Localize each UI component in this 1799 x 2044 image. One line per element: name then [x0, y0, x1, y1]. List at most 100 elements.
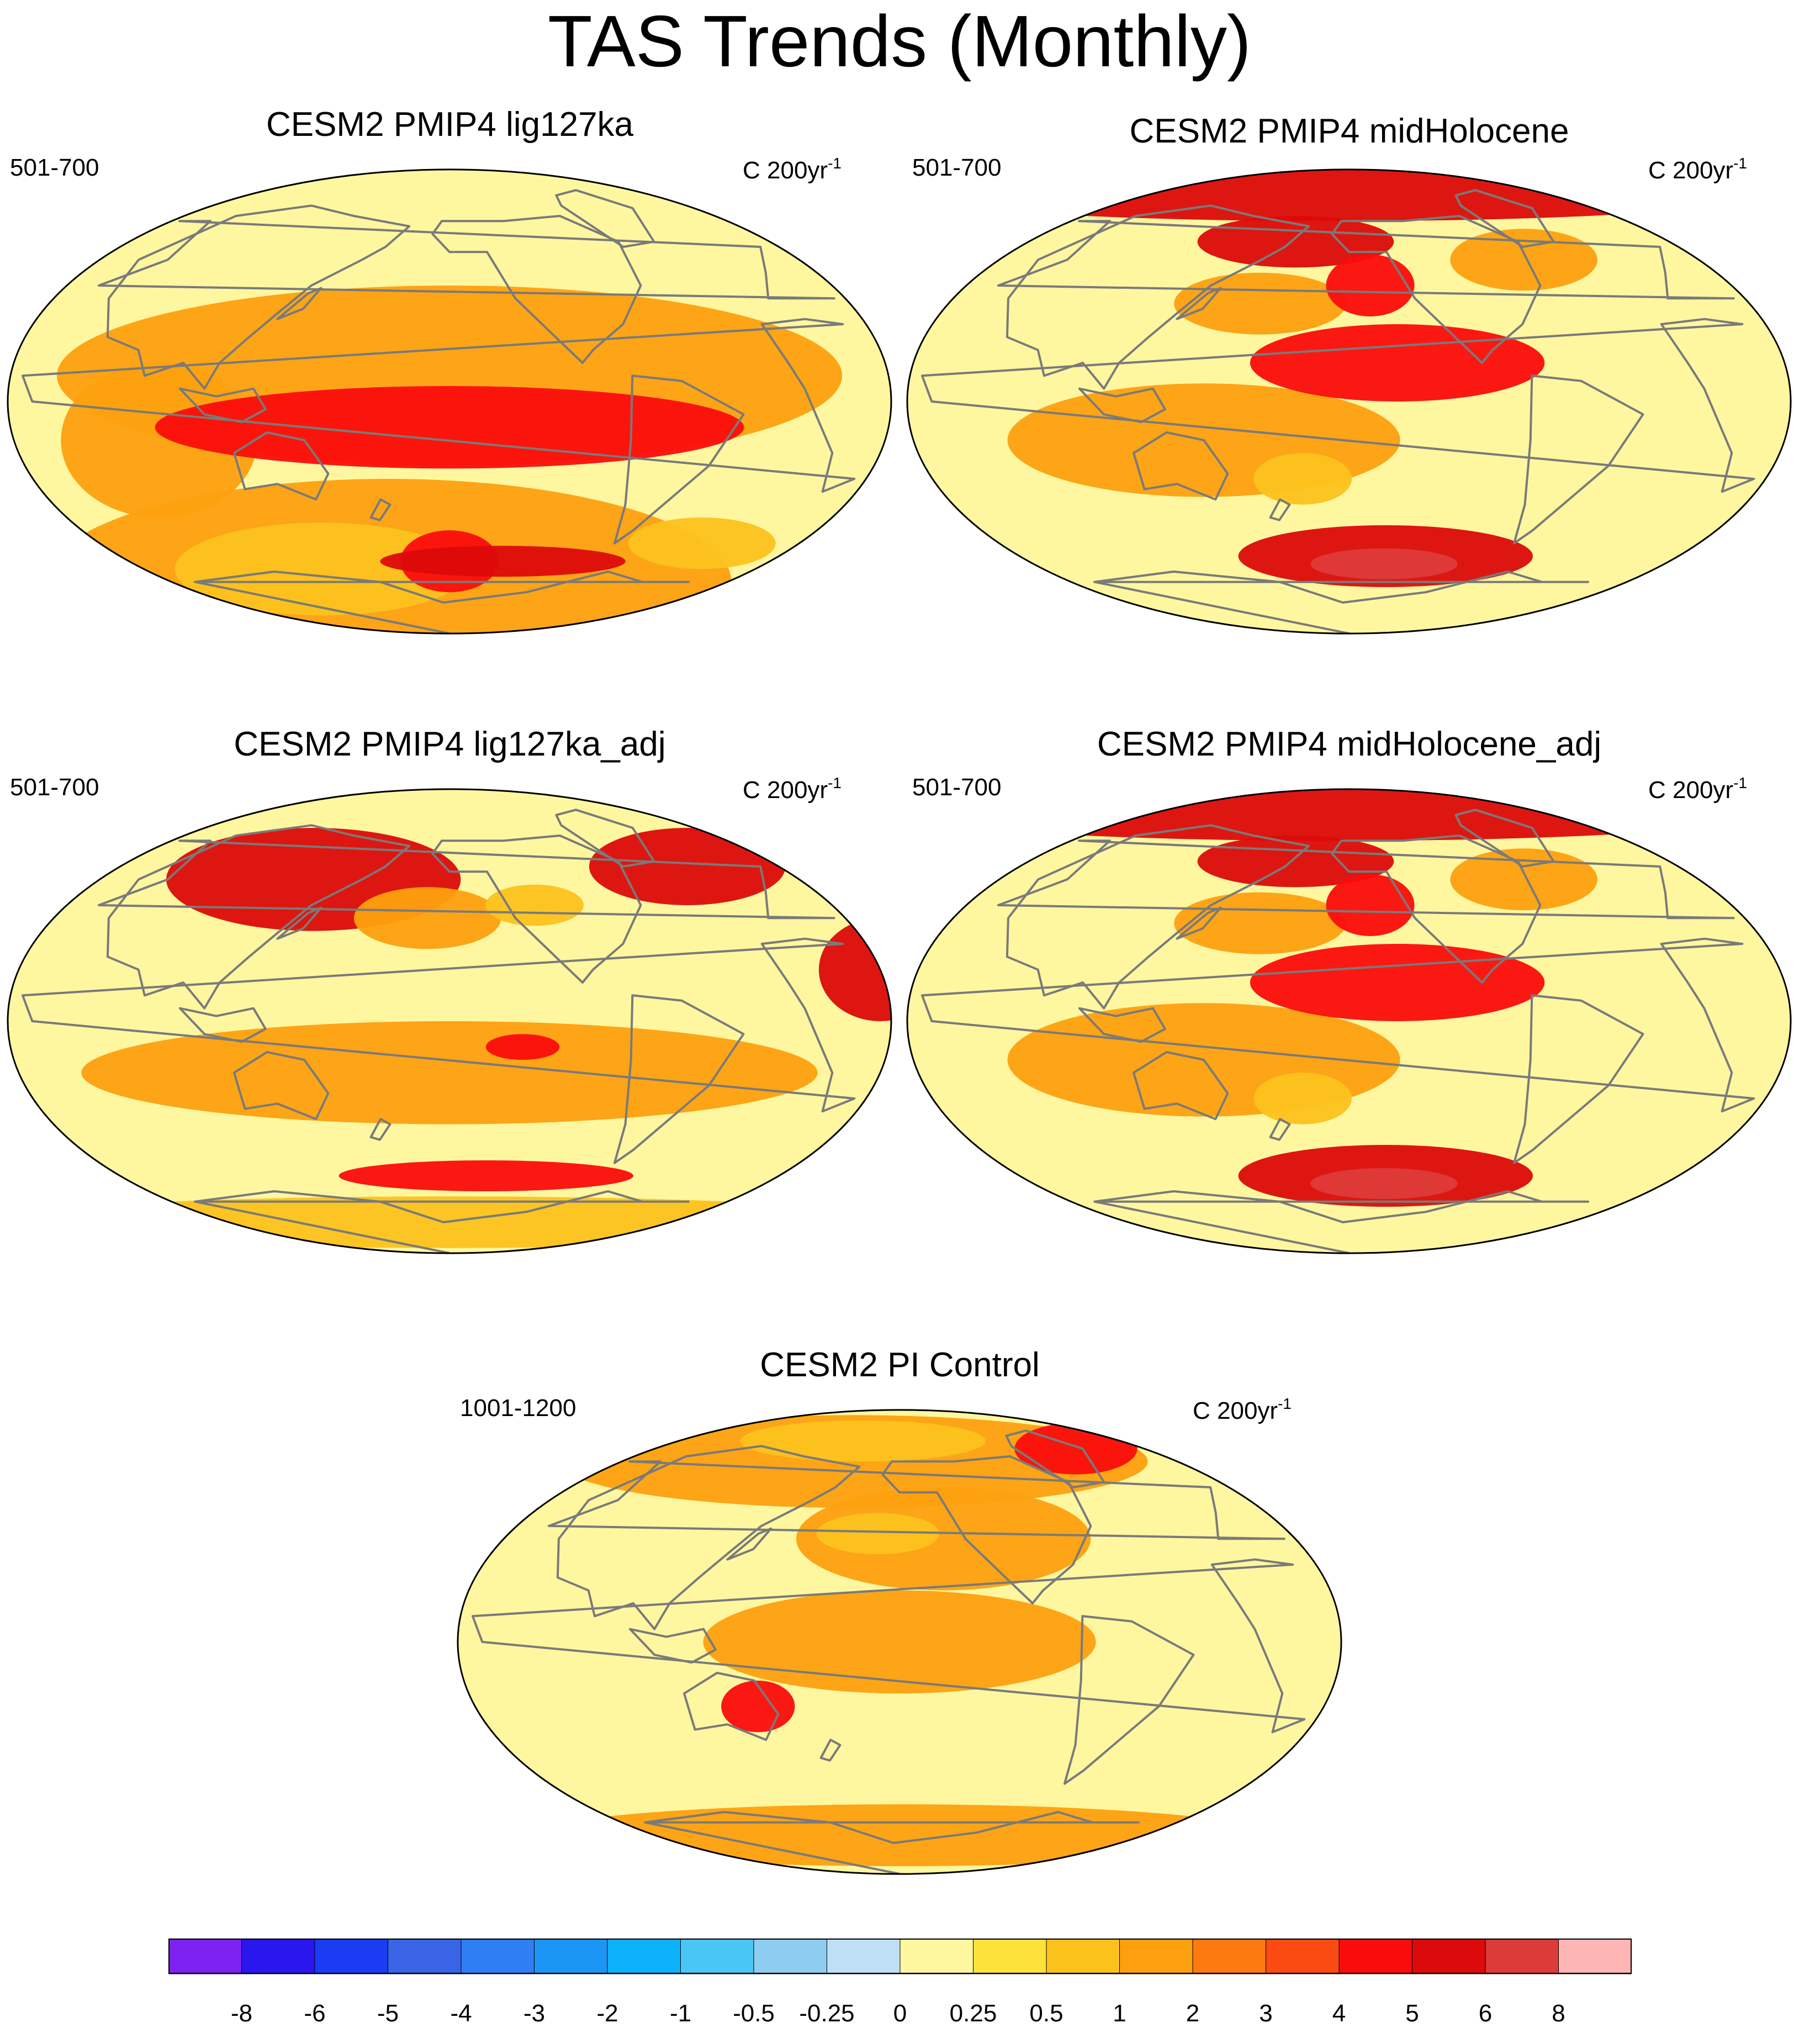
panel-title: CESM2 PMIP4 midHolocene	[1129, 112, 1569, 150]
coastline-africa	[921, 318, 1755, 493]
panel-pi-control: CESM2 PI Control 1001-1200 C 200yr-1	[450, 1345, 1350, 1931]
coastline-asia	[1006, 824, 1310, 1010]
coastline-europe	[997, 220, 1735, 300]
period-label: 501-700	[912, 774, 1002, 801]
panel-title: CESM2 PI Control	[760, 1346, 1040, 1384]
coastline-green	[555, 189, 655, 248]
coastline-nz	[1269, 498, 1291, 521]
coastline-samer	[613, 994, 745, 1164]
colorbar-swatch	[680, 1939, 754, 1974]
coastline-europe	[97, 220, 835, 300]
colorbar-tick-label: 0	[893, 2000, 907, 2027]
coastline-green	[555, 809, 655, 868]
coastline-austral	[1133, 431, 1229, 501]
map-pi-control	[450, 1393, 1350, 1890]
colorbar-tick-label: -4	[450, 2000, 472, 2027]
coastline-green	[1454, 809, 1555, 868]
figure-title: TAS Trends (Monthly)	[548, 1, 1251, 82]
units-label: C 200yr-1	[743, 774, 842, 804]
coastline-antarctica	[1093, 1190, 1589, 1254]
coastline-asia	[556, 1445, 861, 1630]
map-outline	[7, 788, 892, 1254]
colorbar-tick-label: -0.25	[799, 2000, 854, 2027]
coastline-austral	[1133, 1051, 1229, 1121]
anomaly-region	[380, 546, 626, 577]
panel-title: CESM2 PMIP4 lig127ka	[266, 105, 634, 144]
coastline-europe	[97, 839, 835, 920]
anomaly-region	[920, 789, 1755, 841]
coastline-samer	[1063, 1615, 1195, 1785]
anomaly-region	[1450, 229, 1597, 291]
anomaly-region	[1310, 1168, 1458, 1199]
colorbar-swatch	[973, 1939, 1047, 1974]
map-outline	[457, 1409, 1342, 1875]
anomaly-region	[1326, 255, 1415, 316]
colorbar-swatch	[753, 1939, 827, 1974]
coastline-asia	[1006, 204, 1310, 390]
anomaly-region	[1310, 548, 1458, 579]
colorbar-swatch	[900, 1939, 973, 1974]
anomaly-region	[589, 828, 786, 905]
coastline-antarctica	[194, 571, 690, 634]
anomaly-region	[1253, 1073, 1352, 1124]
anomaly-region	[816, 1513, 939, 1555]
coastline-europe	[997, 839, 1735, 920]
colorbar-swatch	[1412, 1939, 1486, 1974]
coastline-japan	[1176, 906, 1222, 940]
colorbar-swatch	[1338, 1939, 1412, 1974]
units-label: C 200yr-1	[1648, 774, 1747, 804]
anomaly-region	[1253, 453, 1352, 505]
coastline-austral	[233, 431, 330, 501]
colorbar-swatch	[168, 1939, 242, 1974]
coastline-japan	[276, 906, 322, 940]
coastline-nz	[819, 1739, 842, 1762]
anomaly-region	[1326, 874, 1415, 936]
coastline-nz	[369, 1118, 391, 1141]
anomaly-region	[1250, 944, 1545, 1021]
coastline-africa	[921, 937, 1755, 1113]
colorbar: -8 -6 -5 -4 -3 -2 -1 -0.5 -0.25 0 0.25 0.5 1 2 3 4 5 6 8	[168, 1939, 1632, 2027]
units-label: C 200yr-1	[1648, 155, 1747, 184]
coastline-namer	[431, 215, 642, 364]
map-lig127ka	[0, 153, 900, 650]
coastline-nz	[369, 498, 391, 521]
colorbar-tick-label: 0.25	[950, 2000, 997, 2027]
colorbar-swatch	[1558, 1939, 1632, 1974]
anomaly-region	[338, 1160, 633, 1191]
colorbar-frame	[168, 1939, 1632, 1974]
coastline-samer	[1513, 374, 1644, 545]
colorbar-swatch	[827, 1939, 901, 1974]
coastline-indo	[178, 1007, 267, 1043]
anomaly-region	[485, 884, 584, 926]
anomaly-region	[1450, 848, 1597, 911]
colorbar-swatch	[1119, 1939, 1193, 1974]
coastline-austral	[233, 1051, 330, 1121]
coastline-antarctica	[1093, 571, 1589, 634]
map-background	[7, 789, 892, 1254]
period-label: 501-700	[10, 774, 99, 801]
panel-midHolocene: CESM2 PMIP4 midHolocene 501-700 C 200yr-…	[900, 105, 1799, 690]
coastline-africa	[22, 318, 856, 493]
period-label: 1001-1200	[460, 1395, 576, 1422]
coastline-asia	[106, 204, 411, 390]
colorbar-swatch	[461, 1939, 535, 1974]
coastline-indo	[628, 1628, 717, 1664]
colorbar-swatch	[241, 1939, 315, 1974]
coastline-namer	[1331, 834, 1542, 984]
colorbar-swatch	[1192, 1939, 1266, 1974]
period-label: 501-700	[10, 154, 99, 181]
anomaly-region	[920, 170, 1755, 221]
coastline-japan	[726, 1527, 772, 1561]
anomaly-region	[1250, 324, 1545, 402]
coastline-samer	[613, 374, 745, 545]
anomaly-region	[485, 1034, 560, 1060]
colorbar-swatch	[1485, 1939, 1559, 1974]
panel-midHolocene-adj: CESM2 PMIP4 midHolocene_adj 501-700 C 20…	[900, 725, 1799, 1310]
period-label: 501-700	[912, 154, 1002, 181]
colorbar-tick-label: -0.5	[733, 2000, 775, 2027]
coastline-asia	[106, 824, 411, 1010]
colorbar-tick-label: 5	[1405, 2000, 1419, 2027]
coastline-japan	[1176, 287, 1222, 320]
anomaly-region	[81, 1021, 818, 1124]
coastline-africa	[22, 937, 856, 1113]
